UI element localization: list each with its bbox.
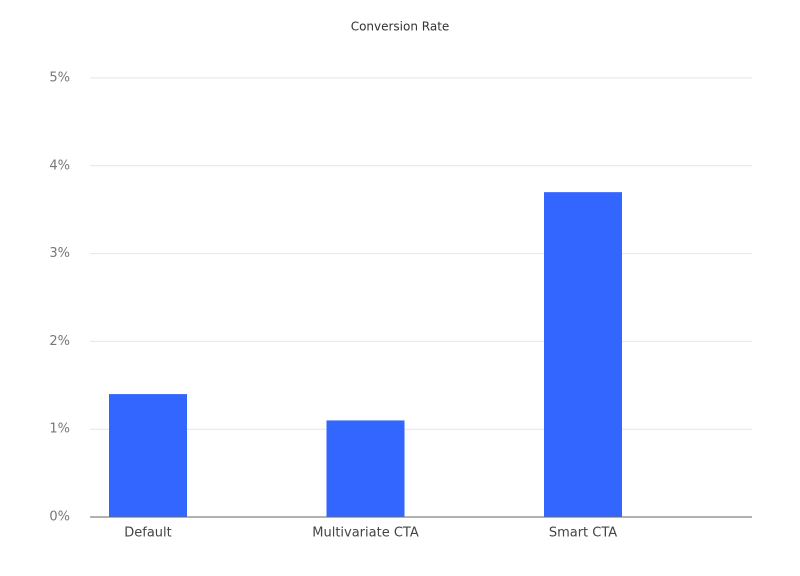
x-tick-label: Default: [124, 526, 172, 541]
y-tick-label: 2%: [49, 334, 70, 349]
y-tick-label: 5%: [49, 71, 70, 86]
y-tick-label: 4%: [49, 158, 70, 173]
bar: [326, 420, 405, 517]
bar: [109, 394, 187, 517]
y-tick-label: 0%: [49, 510, 70, 525]
x-tick-label: Multivariate CTA: [312, 526, 419, 541]
x-tick-label: Smart CTA: [549, 526, 617, 541]
y-tick-label: 3%: [49, 246, 70, 261]
chart-title: Conversion Rate: [351, 20, 450, 34]
y-tick-label: 1%: [49, 422, 70, 437]
bar: [544, 192, 622, 517]
